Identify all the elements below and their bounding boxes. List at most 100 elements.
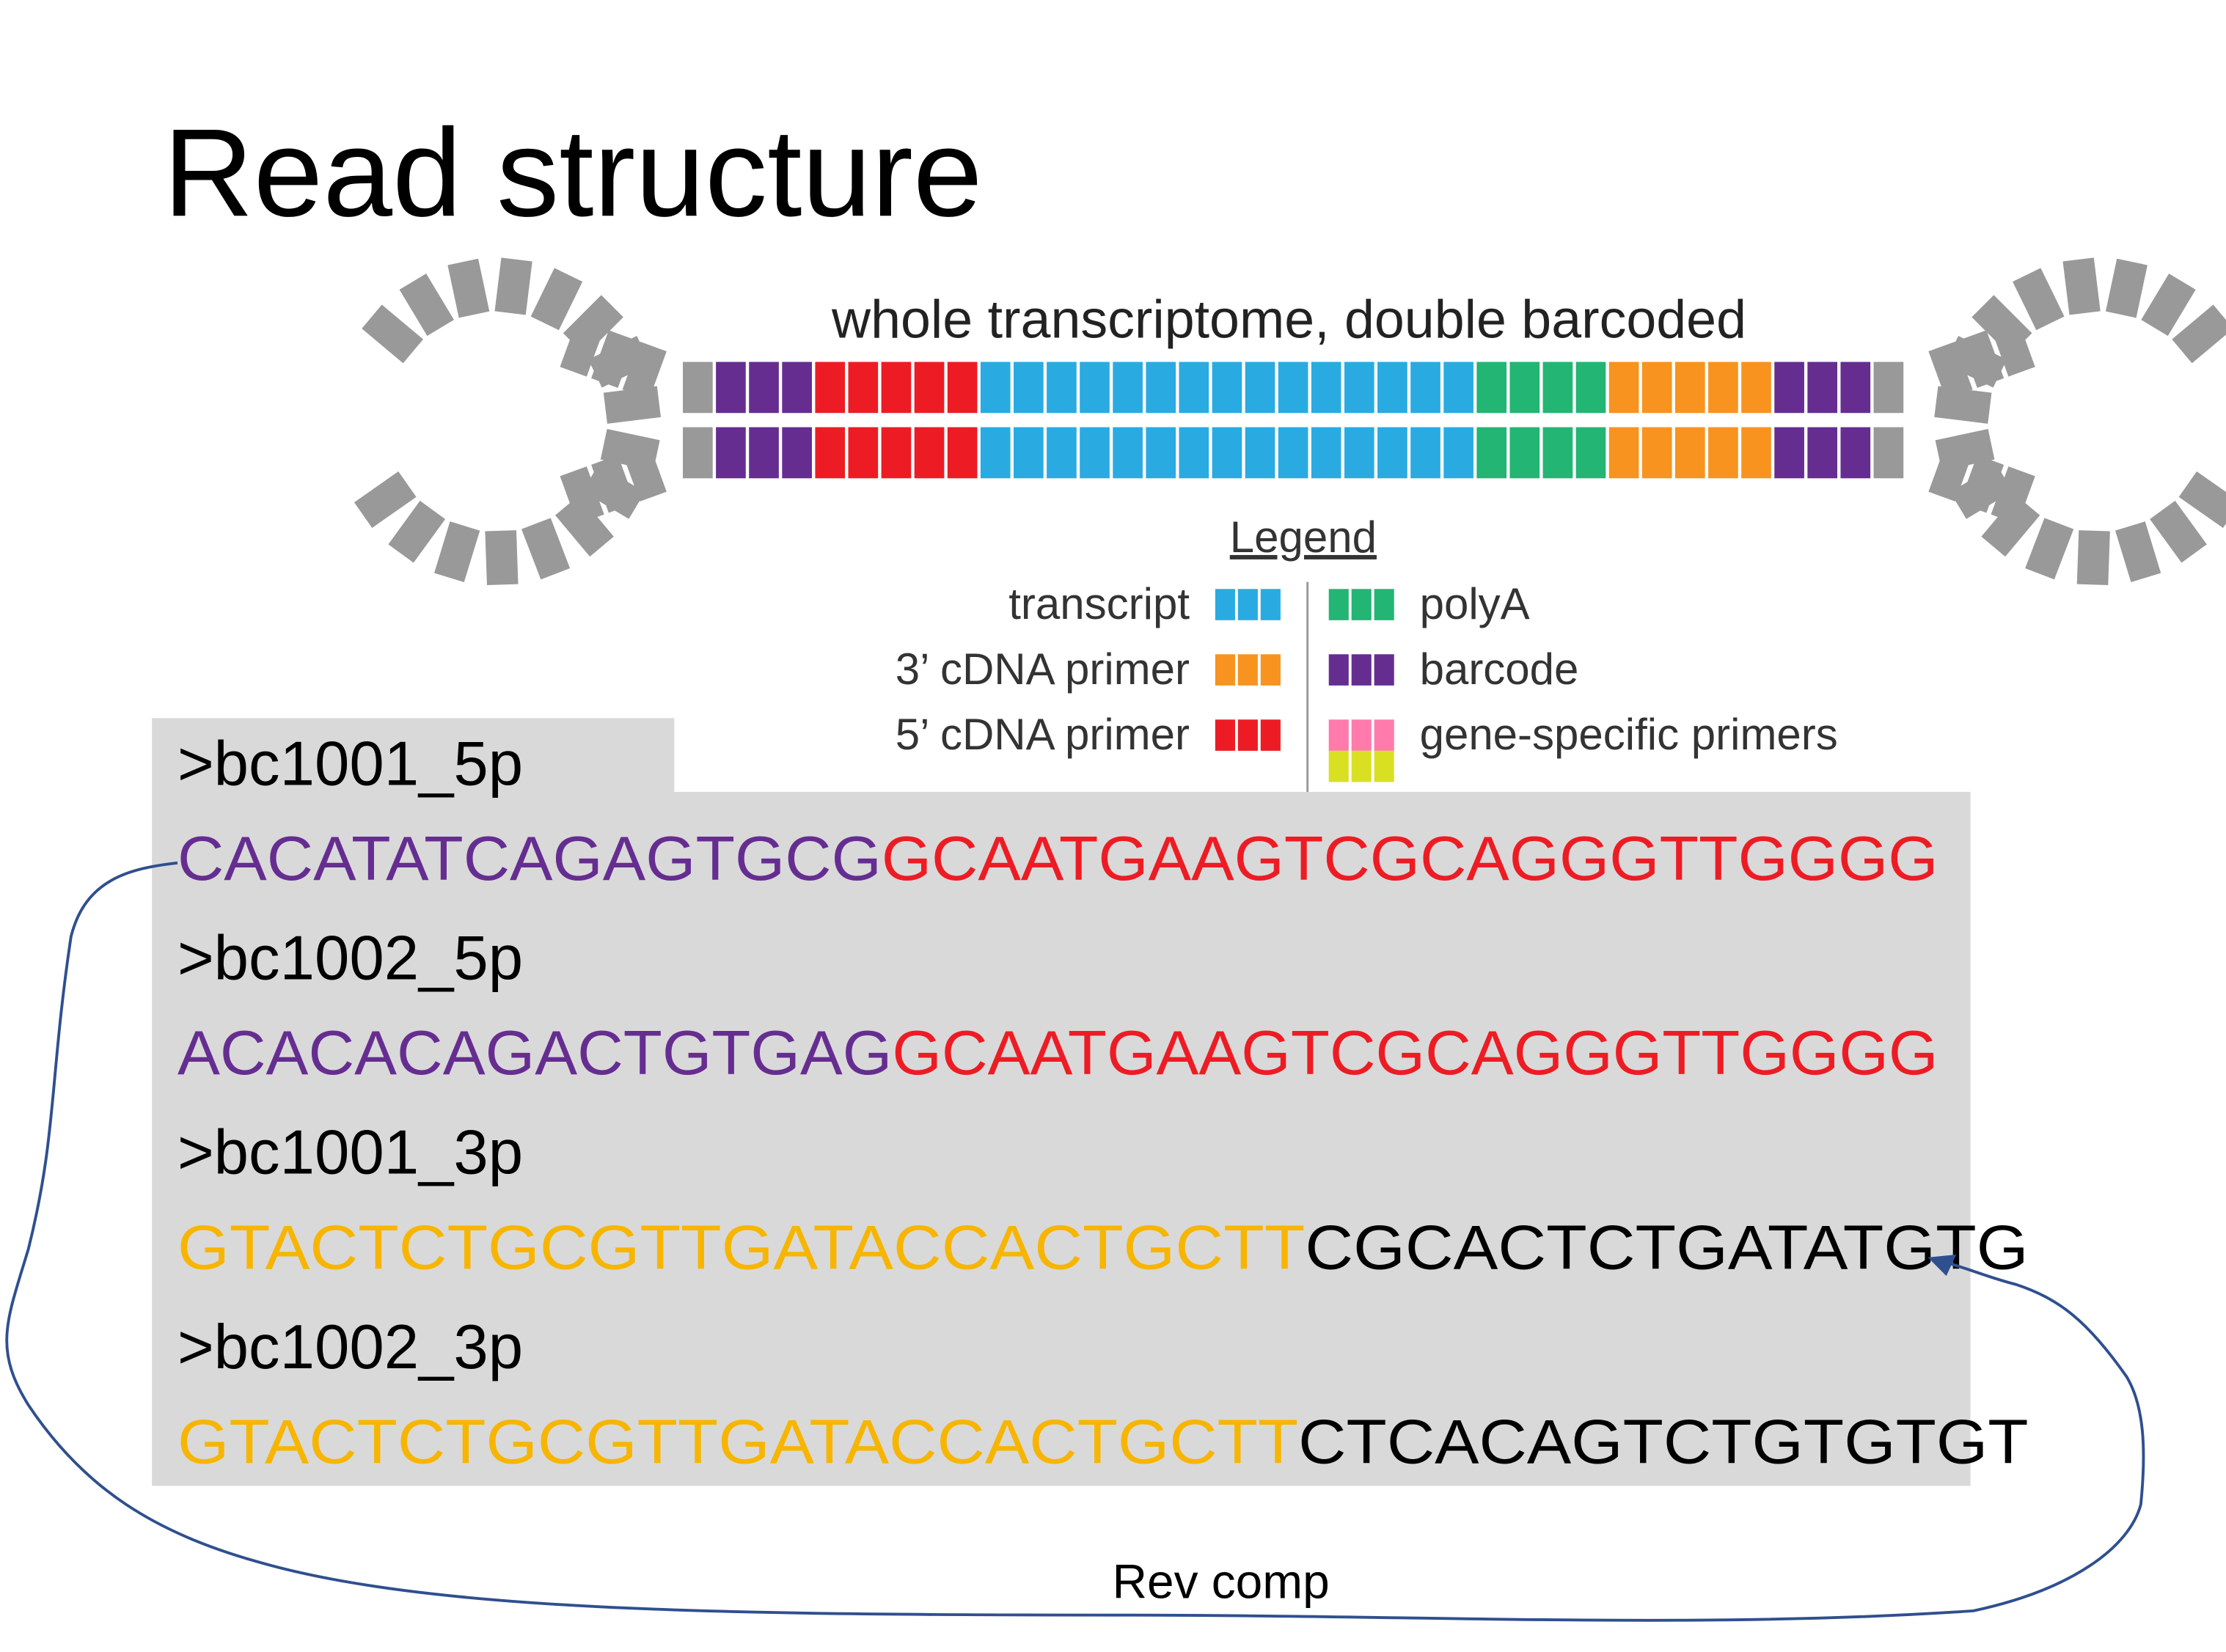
legend-swatch: [1260, 589, 1281, 620]
sequence-header: >bc1002_3p: [177, 1313, 523, 1382]
loop-block: [1959, 455, 2005, 513]
strand-block: [1278, 427, 1308, 479]
strand-block: [1641, 361, 1672, 414]
strand-block: [1741, 427, 1771, 479]
strand-block: [1179, 361, 1209, 414]
loop-block: [447, 258, 490, 318]
strand-block: [1708, 361, 1738, 414]
strand-block: [1641, 427, 1672, 479]
strand-block: [1509, 361, 1540, 414]
legend-item: polyA: [1420, 579, 1530, 628]
legend-swatch: [1237, 589, 1258, 620]
strand-block: [881, 427, 912, 479]
loop-block: [2076, 530, 2110, 586]
strand-block: [947, 427, 978, 479]
loop-block: [2013, 268, 2065, 331]
strand-block: [683, 361, 713, 414]
loop-block: [494, 257, 532, 315]
sequence: ACACACAGACTGTGAG GCAATGAAGTCGCAGGGTTGGGG: [177, 1018, 1938, 1088]
strand-block: [1410, 361, 1440, 414]
strand-block: [1245, 361, 1275, 414]
loop-block: [560, 466, 604, 524]
loop-block: [1981, 495, 2040, 557]
legend-item: 5’ cDNA primer: [896, 710, 1190, 759]
loop-block: [622, 444, 667, 502]
loop-block: [2150, 500, 2207, 563]
sequence-header: >bc1001_3p: [177, 1118, 523, 1188]
strand-block: [947, 361, 978, 414]
loop-block: [1928, 444, 1973, 502]
strand-block: [1080, 361, 1110, 414]
strand-block: [1047, 361, 1077, 414]
loop-block: [2141, 274, 2196, 337]
legend-swatch: [1351, 654, 1372, 686]
loop-block: [2178, 471, 2226, 528]
legend-swatch: [1260, 654, 1281, 686]
strand-block: [1344, 361, 1374, 414]
strand-block: [683, 427, 713, 479]
strand-block: [848, 361, 879, 414]
strand-block: [716, 427, 746, 479]
strand-block: [1509, 427, 1540, 479]
strand-block: [1476, 361, 1507, 414]
strand-block: [1212, 361, 1242, 414]
strand-block: [848, 427, 879, 479]
strand-block: [815, 427, 846, 479]
strand-block: [1840, 361, 1871, 414]
loop-block: [388, 500, 446, 563]
strand-block: [1774, 427, 1804, 479]
strand-block: [1542, 427, 1573, 479]
loop-block: [560, 318, 604, 377]
strand-block: [815, 361, 846, 414]
legend-swatch: [1374, 589, 1394, 620]
sequence-header: >bc1001_5p: [177, 729, 523, 799]
loop-block: [2115, 521, 2161, 582]
legend-swatch: [1374, 719, 1394, 751]
legend-title: Legend: [1230, 513, 1377, 562]
strand-block: [1014, 427, 1044, 479]
strand-block: [1542, 361, 1573, 414]
loop-block: [2025, 518, 2074, 580]
strand-block: [1807, 361, 1838, 414]
strand-block: [716, 361, 746, 414]
strand-block: [1212, 427, 1242, 479]
strand-block: [1476, 427, 1507, 479]
strand-block: [1344, 427, 1374, 479]
strand-block: [1377, 427, 1407, 479]
strand-block: [1575, 361, 1606, 414]
slide-title: Read structure: [164, 103, 983, 243]
sequence-segment: GTACTCTGCGTTGATACCACTGCTT: [177, 1408, 1298, 1477]
legend-swatch: [1260, 719, 1281, 751]
strand-block: [1311, 427, 1341, 479]
strand-block: [1873, 427, 1904, 479]
strand-block: [1113, 427, 1143, 479]
legend-swatch: [1328, 750, 1349, 782]
legend-swatch: [1237, 719, 1258, 751]
loop-block: [2105, 258, 2148, 318]
legend-swatch: [1328, 654, 1349, 686]
strand-block: [1014, 361, 1044, 414]
sequence-segment: GTACTCTGCGTTGATACCACTGCTT: [177, 1213, 1305, 1282]
loop-block: [591, 330, 636, 389]
legend-swatch: [1351, 719, 1372, 751]
loop-block: [1991, 466, 2035, 524]
loop-block: [434, 521, 480, 582]
legend-swatch: [1351, 750, 1372, 782]
legend-item: 3’ cDNA primer: [896, 645, 1190, 694]
strand-block: [1443, 427, 1473, 479]
strand-block: [782, 427, 812, 479]
strand-block: [1708, 427, 1738, 479]
strand-block: [1047, 427, 1077, 479]
loop-block: [485, 530, 519, 586]
strand-block: [1080, 427, 1110, 479]
strand-block: [1278, 361, 1308, 414]
loop-block: [1959, 330, 2005, 389]
sequence-segment: CGCACTCTGATATGTG: [1305, 1213, 2028, 1282]
loop-block: [1928, 341, 1973, 400]
strand-block: [914, 361, 945, 414]
strand-block: [1113, 361, 1143, 414]
strand-block: [1179, 427, 1209, 479]
loop-block: [399, 274, 454, 337]
sequence: CACATATCAGAGTGCG GCAATGAAGTCGCAGGGTTGGGG: [177, 824, 1938, 894]
